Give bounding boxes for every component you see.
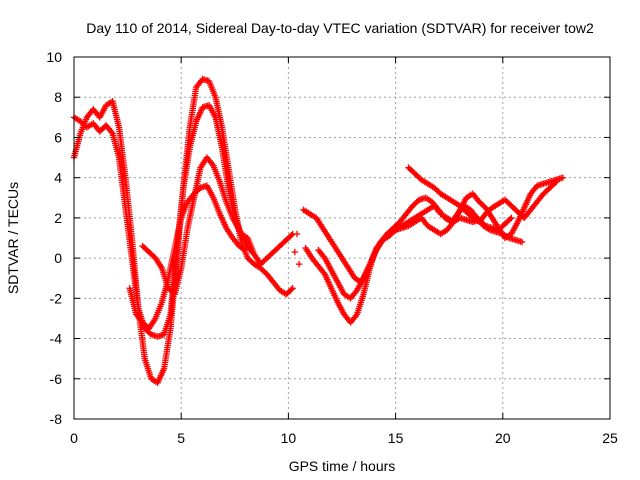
x-tick-label: 25 <box>602 430 618 446</box>
data-point <box>288 231 295 239</box>
y-tick-label: 10 <box>46 49 62 65</box>
y-tick-label: -2 <box>50 290 63 306</box>
y-axis-label: SDTVAR / TECUs <box>5 182 21 294</box>
data-point <box>559 174 567 181</box>
data-point <box>551 179 559 187</box>
x-tick-label: 5 <box>177 430 185 446</box>
x-axis-label: GPS time / hours <box>289 458 396 474</box>
data-point <box>289 285 296 292</box>
y-tick-label: 8 <box>54 89 62 105</box>
x-tick-label: 0 <box>70 430 78 446</box>
data-point <box>518 238 526 246</box>
data-point <box>506 215 514 223</box>
y-tick-label: 2 <box>54 210 62 226</box>
y-tick-label: -8 <box>50 411 63 427</box>
y-tick-label: -4 <box>50 331 63 347</box>
x-tick-label: 10 <box>281 430 297 446</box>
data-point <box>293 230 301 238</box>
data-point <box>508 214 515 222</box>
data-point <box>291 248 299 256</box>
data-point <box>295 260 303 268</box>
data-points-layer <box>70 75 567 386</box>
y-tick-label: 4 <box>54 170 62 186</box>
data-point <box>248 248 256 256</box>
y-tick-label: 0 <box>54 250 62 266</box>
data-point <box>553 178 560 185</box>
data-point <box>288 286 295 293</box>
chart-title: Day 110 of 2014, Sidereal Day-to-day VTE… <box>86 20 594 36</box>
data-point <box>242 246 249 254</box>
x-tick-label: 15 <box>388 430 404 446</box>
y-tick-label: 6 <box>54 129 62 145</box>
grid-layer <box>74 57 610 419</box>
plot-frame <box>73 56 611 420</box>
x-tick-label: 20 <box>495 430 511 446</box>
y-tick-label: -6 <box>50 371 63 387</box>
